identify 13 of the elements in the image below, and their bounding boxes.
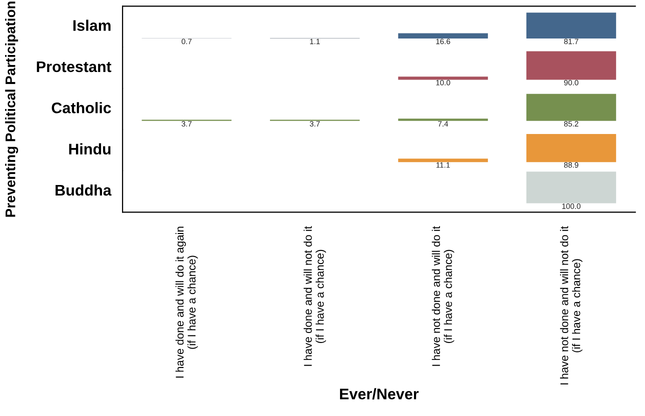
bar (398, 33, 488, 39)
x-tick-label: I have done and will not do it (if I have a chance) (304, 226, 326, 366)
y-axis-title: Islam (73, 20, 110, 31)
bar (526, 12, 616, 39)
y-axis-title: Catholic (52, 102, 111, 114)
x-axis-title: Ever/Never (340, 388, 419, 400)
y-axis-title: Buddha (56, 184, 112, 196)
x-tick-label: I have not done and will not do it (if I have a chance) (560, 226, 582, 384)
y-axis-title: Protestant (36, 61, 112, 72)
y-axis-title: Hindu (69, 143, 110, 154)
x-tick-label: I have done and will do it again (if I have a chance) (175, 226, 198, 378)
text: Preventing Political Participation (5, 2, 18, 217)
x-tick-label: I have not done and will do it (if I have a chance) (432, 226, 454, 366)
